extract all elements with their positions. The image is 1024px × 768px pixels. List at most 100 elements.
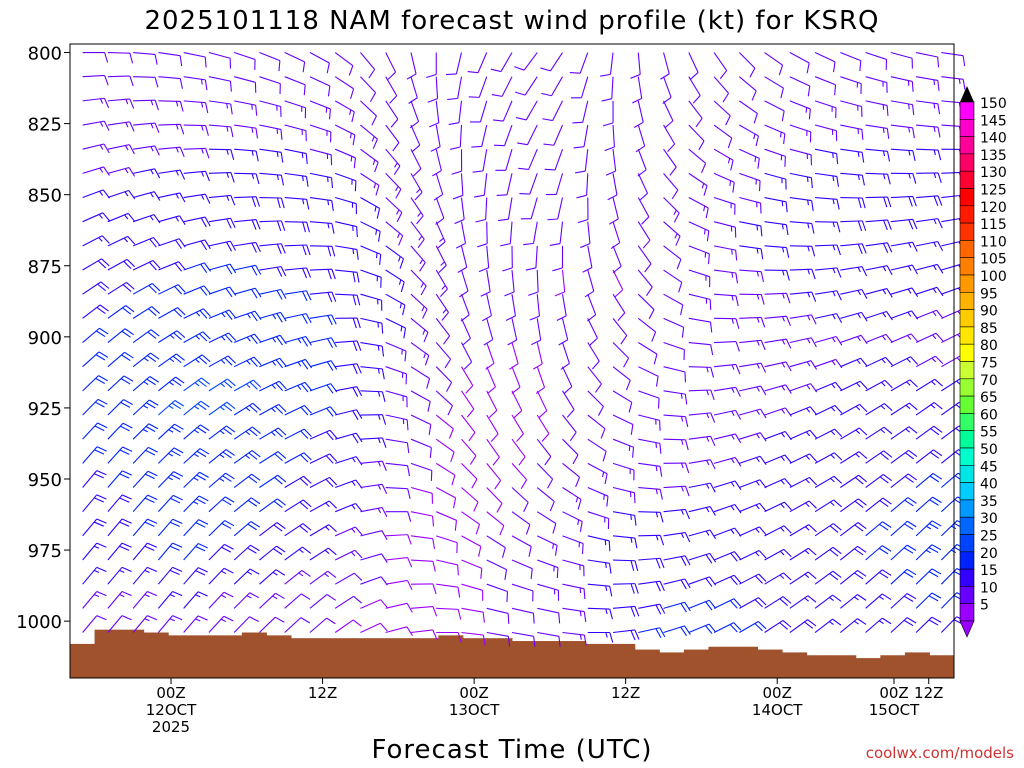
barb-staff <box>360 245 381 255</box>
barb-flag <box>929 499 939 506</box>
wind-barb <box>335 479 363 489</box>
barb-half-flag <box>373 183 377 189</box>
wind-barb <box>284 593 311 609</box>
wind-barb <box>475 197 488 223</box>
barb-flag <box>255 219 261 230</box>
barb-half-flag <box>853 620 859 625</box>
barb-flag <box>878 571 889 579</box>
barb-half-flag <box>201 102 204 108</box>
barb-flag <box>326 62 330 74</box>
wind-barb <box>713 52 728 80</box>
barb-flag <box>389 95 398 104</box>
wind-barb <box>739 502 767 513</box>
wind-barb <box>233 379 262 392</box>
barb-flag <box>328 524 337 533</box>
barb-half-flag <box>731 364 735 370</box>
barb-half-flag <box>271 384 276 389</box>
barb-staff <box>840 52 861 62</box>
wind-barb <box>158 215 186 225</box>
barb-flag <box>881 569 892 576</box>
barb-staff <box>435 149 442 171</box>
barb-flag <box>406 73 417 80</box>
barb-flag <box>659 627 666 638</box>
barb-flag <box>858 427 868 436</box>
barb-staff <box>208 543 225 561</box>
barb-flag <box>224 496 235 503</box>
barb-staff <box>637 52 641 75</box>
barb-flag <box>222 427 233 435</box>
barb-flag <box>326 384 334 394</box>
barb-staff <box>208 309 230 319</box>
barb-flag <box>154 145 160 156</box>
wind-barb <box>309 500 338 513</box>
barb-flag <box>937 195 943 206</box>
barb-staff <box>183 567 199 585</box>
colorbar-label: 15 <box>980 563 998 579</box>
barb-flag <box>98 375 108 382</box>
barb-staff <box>587 269 595 292</box>
wind-barb <box>739 221 763 237</box>
wind-barb <box>485 342 495 370</box>
wind-barb <box>915 592 942 609</box>
barb-flag <box>908 219 914 230</box>
barb-staff <box>638 438 660 444</box>
barb-flag <box>127 213 136 222</box>
barb-flag <box>937 172 942 184</box>
barb-staff <box>814 452 835 464</box>
barb-flag <box>910 333 919 343</box>
barb-half-flag <box>831 337 836 343</box>
barb-flag <box>886 265 893 276</box>
barb-flag <box>300 454 309 463</box>
wind-barb <box>815 172 839 187</box>
barb-flag <box>630 424 634 435</box>
wind-barb <box>483 318 494 346</box>
wind-barb <box>916 218 943 229</box>
barb-staff <box>309 221 332 224</box>
barb-flag <box>835 336 843 346</box>
wind-barb <box>814 100 837 119</box>
barb-staff <box>259 172 282 176</box>
wind-barb <box>132 470 158 488</box>
barb-half-flag <box>193 501 199 505</box>
barb-staff <box>814 52 836 63</box>
barb-flag <box>655 628 662 638</box>
wind-barb <box>556 294 567 322</box>
colorbar-swatch <box>959 119 975 137</box>
wind-barb <box>663 173 679 200</box>
wind-barb <box>542 100 564 122</box>
barb-flag <box>754 623 763 632</box>
colorbar-label: 125 <box>980 183 1007 199</box>
wind-barb <box>505 294 516 321</box>
wind-barb <box>158 146 185 158</box>
wind-barb <box>814 594 842 609</box>
barb-flag <box>97 283 106 292</box>
wind-barb <box>429 100 440 128</box>
barb-flag <box>104 52 109 63</box>
barb-flag <box>932 496 942 504</box>
barb-flag <box>906 568 917 576</box>
wind-barb <box>360 197 381 219</box>
barb-flag <box>226 241 233 252</box>
barb-flag <box>300 383 309 393</box>
barb-half-flag <box>396 209 400 215</box>
barb-half-flag <box>754 156 757 162</box>
barb-staff <box>158 100 181 102</box>
wind-barb <box>916 240 944 251</box>
wind-barb <box>713 269 739 284</box>
wind-barb <box>536 390 548 419</box>
colorbar-label: 145 <box>980 113 1007 129</box>
barb-flag <box>785 315 791 327</box>
barb-flag <box>221 522 232 529</box>
barb-staff <box>688 76 701 96</box>
barb-flag <box>811 200 814 211</box>
barb-flag <box>278 427 287 436</box>
barb-flag <box>630 606 636 617</box>
barb-half-flag <box>703 205 706 212</box>
barb-half-flag <box>780 503 785 509</box>
barb-flag <box>275 336 283 346</box>
barb-staff <box>284 76 306 86</box>
wind-barb <box>284 617 311 633</box>
barb-flag <box>911 264 918 275</box>
barb-flag <box>274 429 283 438</box>
barb-flag <box>558 636 561 647</box>
